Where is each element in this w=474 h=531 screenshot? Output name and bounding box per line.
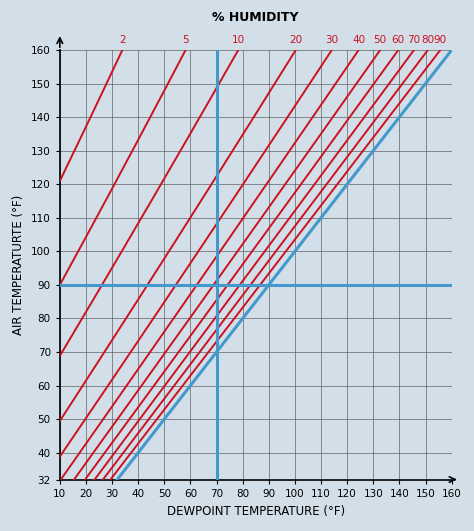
Text: 50: 50 bbox=[374, 35, 387, 45]
Y-axis label: AIR TEMPERATURTE (°F): AIR TEMPERATURTE (°F) bbox=[12, 195, 26, 335]
Text: 20: 20 bbox=[289, 35, 302, 45]
Text: 90: 90 bbox=[434, 35, 447, 45]
Text: 10: 10 bbox=[232, 35, 245, 45]
X-axis label: DEWPOINT TEMPERATURE (°F): DEWPOINT TEMPERATURE (°F) bbox=[167, 506, 345, 518]
Text: 5: 5 bbox=[182, 35, 189, 45]
Text: 70: 70 bbox=[408, 35, 420, 45]
Text: 40: 40 bbox=[352, 35, 365, 45]
Text: 80: 80 bbox=[421, 35, 434, 45]
Text: 2: 2 bbox=[119, 35, 126, 45]
Text: 30: 30 bbox=[325, 35, 338, 45]
Text: % HUMIDITY: % HUMIDITY bbox=[212, 11, 299, 24]
Text: 60: 60 bbox=[392, 35, 405, 45]
